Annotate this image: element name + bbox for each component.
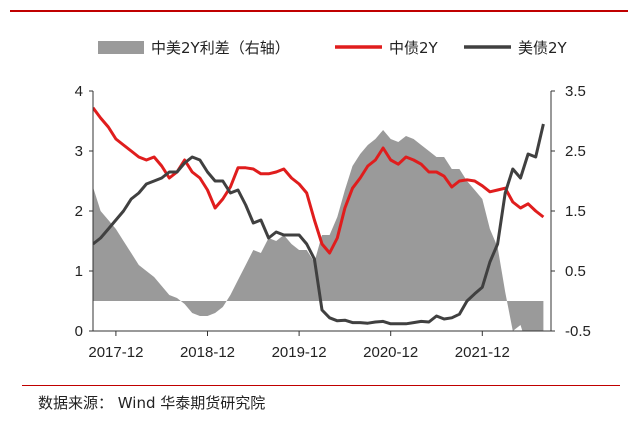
- x-tick-label: 2017-12: [88, 344, 143, 361]
- axes: 0 1 2 3 4 -0.5 0.5 1.5 2.5 3.5 2017-12 2018-12 2019-…: [75, 83, 591, 361]
- y-left-tick-label: 1: [75, 263, 83, 280]
- series-line-china-2y: [93, 106, 545, 255]
- y-left-tick-label: 2: [75, 203, 83, 220]
- y-right-tick-label: -0.5: [565, 323, 591, 340]
- y-right-tick-label: 2.5: [565, 143, 586, 160]
- y-right-tick-label: 0.5: [565, 263, 586, 280]
- x-tick-label: 2019-12: [272, 344, 327, 361]
- legend-label-spread: 中美2Y利差（右轴）: [151, 39, 290, 57]
- series-line-us-2y: [93, 123, 545, 326]
- legend-label-us: 美债2Y: [518, 39, 568, 57]
- series-area-spread: [93, 130, 544, 331]
- source-note: 数据来源： Wind 华泰期货研究院: [38, 394, 266, 412]
- x-tick-label: 2021-12: [455, 344, 510, 361]
- top-rule: [10, 10, 628, 12]
- legend: 中美2Y利差（右轴） 中债2Y 美债2Y: [98, 39, 568, 57]
- y-right-tick-label: 3.5: [565, 83, 586, 100]
- legend-label-china: 中债2Y: [389, 39, 439, 57]
- y-left-tick-label: 3: [75, 143, 83, 160]
- y-left-tick-label: 0: [75, 323, 83, 340]
- x-tick-label: 2020-12: [363, 344, 418, 361]
- line-area-chart: 中美2Y利差（右轴） 中债2Y 美债2Y 0 1 2 3 4 -0.5 0.5 1.5 2.5 3…: [75, 39, 591, 361]
- y-left-tick-label: 4: [75, 83, 83, 100]
- x-tick-label: 2018-12: [180, 344, 235, 361]
- plot-area: [93, 106, 545, 331]
- legend-swatch-spread: [98, 41, 144, 54]
- y-right-tick-label: 1.5: [565, 203, 586, 220]
- bottom-rule: [22, 385, 620, 386]
